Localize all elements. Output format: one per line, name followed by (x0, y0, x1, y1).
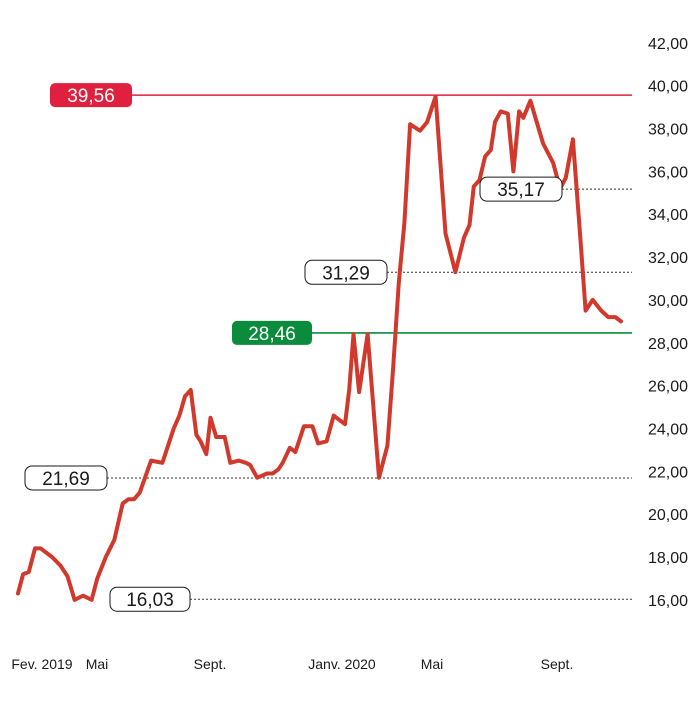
x-tick-label: Sept. (541, 656, 574, 672)
reference-lines (107, 94, 632, 600)
reference-label-text: 28,46 (248, 324, 296, 345)
y-axis-ticks: 16,00 18,00 20,00 22,00 24,00 26,00 28,00 30,00… (648, 36, 688, 610)
y-tick-label: 24,00 (648, 421, 688, 438)
reference-label-box (109, 586, 191, 612)
x-tick-label: Mai (86, 656, 109, 672)
y-tick-label: 28,00 (648, 336, 688, 353)
y-tick-label: 16,00 (648, 593, 688, 610)
reference-label: 16,03 (109, 586, 191, 612)
x-tick-label: Sept. (194, 656, 227, 672)
y-tick-label: 22,00 (648, 464, 688, 481)
reference-label: 21,69 (24, 465, 108, 491)
y-tick-label: 20,00 (648, 507, 688, 524)
y-tick-label: 30,00 (648, 293, 688, 310)
reference-label-box (50, 83, 132, 108)
y-tick-label: 26,00 (648, 379, 688, 396)
reference-label-text: 35,17 (497, 180, 545, 201)
series-layer (16, 94, 623, 602)
reference-label-box (232, 320, 312, 345)
reference-label: 35,17 (479, 176, 563, 202)
reference-label-box (479, 176, 563, 202)
reference-labels: 39,56 28,46 35,17 31,29 21,69 16,03 (24, 83, 563, 612)
reference-label-text: 39,56 (67, 86, 115, 107)
reference-label-text: 31,29 (322, 263, 370, 284)
x-tick-label: Mai (421, 656, 444, 672)
reference-label-text: 21,69 (42, 469, 90, 490)
y-tick-label: 36,00 (648, 164, 688, 181)
reference-label: 28,46 (232, 320, 312, 345)
y-tick-label: 34,00 (648, 207, 688, 224)
y-tick-label: 38,00 (648, 122, 688, 139)
reference-label: 39,56 (50, 83, 132, 108)
x-axis-ticks: Fev. 2019 Mai Sept. Janv. 2020 Mai Sept. (11, 656, 573, 672)
y-tick-label: 32,00 (648, 250, 688, 267)
y-tick-label: 18,00 (648, 550, 688, 567)
reference-label-text: 16,03 (126, 590, 174, 611)
reference-label: 31,29 (304, 259, 388, 285)
reference-label-box (304, 259, 388, 285)
series-line (16, 94, 623, 602)
y-tick-label: 40,00 (648, 79, 688, 96)
x-tick-label: Fev. 2019 (11, 656, 72, 672)
y-tick-label: 42,00 (648, 36, 688, 53)
x-tick-label: Janv. 2020 (308, 656, 376, 672)
reference-label-box (24, 465, 108, 491)
